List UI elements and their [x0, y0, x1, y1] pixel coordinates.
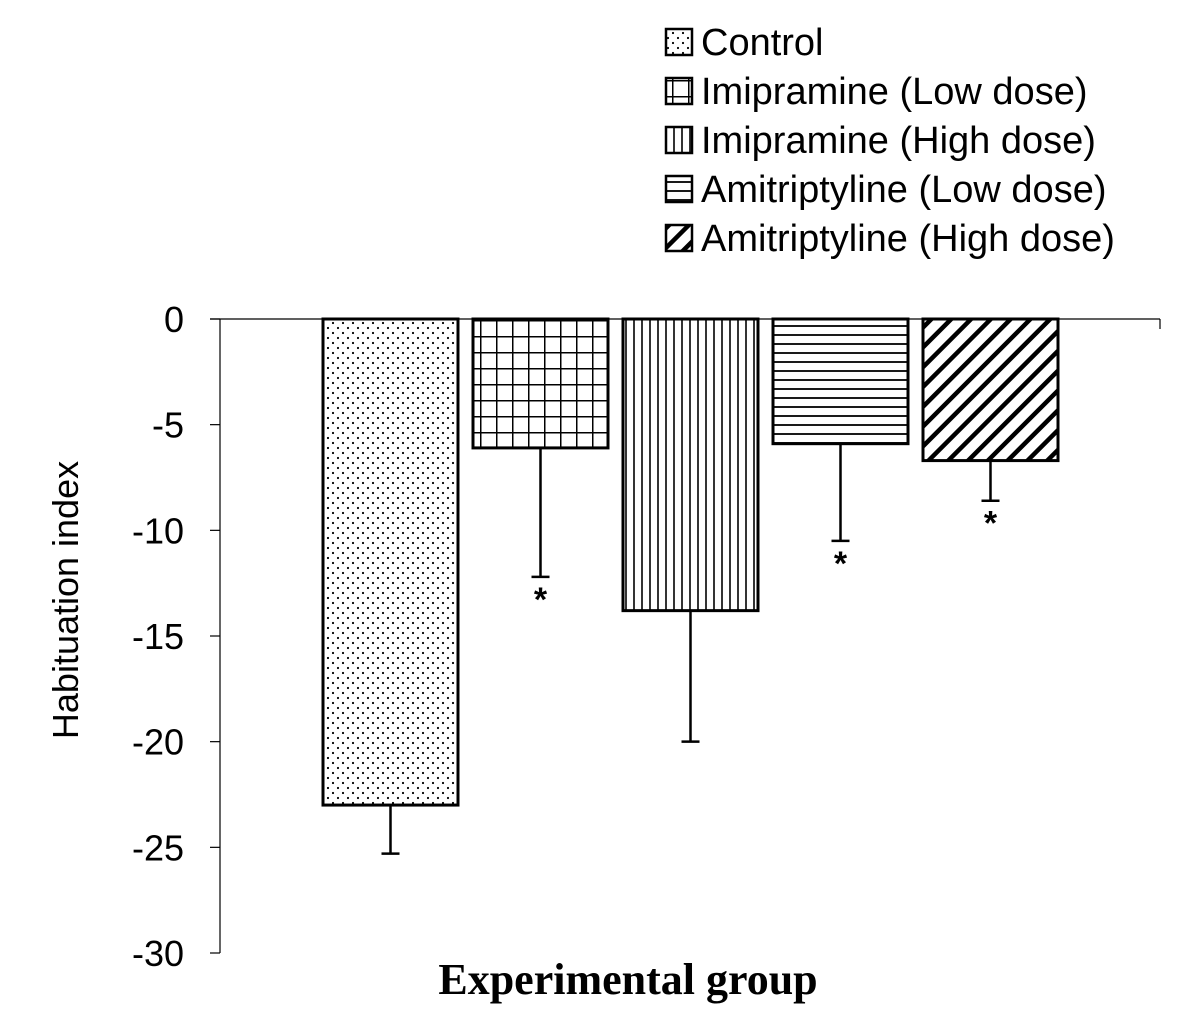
- legend-label: Amitriptyline (Low dose): [701, 169, 1106, 211]
- bar-control: [321, 317, 460, 807]
- y-tick-label: -30: [132, 933, 184, 974]
- legend-label: Control: [701, 22, 824, 64]
- bar-imipramine-low-dose: [471, 317, 610, 450]
- bar-imipramine-high-dose: [621, 317, 760, 613]
- significance-marker: *: [534, 581, 548, 619]
- bar-amitriptyline-high-dose: [921, 317, 1060, 463]
- y-tick-label: -15: [132, 616, 184, 657]
- legend-swatch: [664, 223, 694, 253]
- legend-swatch: [664, 174, 694, 204]
- legend-label: Imipramine (High dose): [701, 120, 1096, 162]
- legend-swatch: [664, 125, 694, 155]
- y-axis-title: Habituation index: [45, 461, 86, 739]
- bars: * * *: [321, 317, 1060, 855]
- legend-swatch: [664, 76, 694, 106]
- legend-label: Amitriptyline (High dose): [701, 218, 1115, 260]
- y-tick-label: -20: [132, 722, 184, 763]
- legend-label: Imipramine (Low dose): [701, 71, 1087, 113]
- x-axis-title: Experimental group: [438, 955, 817, 1004]
- legend: Control Imipramine (Low dose) Imipramine (…: [664, 22, 1115, 260]
- y-tick-label: 0: [164, 299, 184, 340]
- y-tick-label: -25: [132, 827, 184, 868]
- significance-marker: *: [834, 545, 848, 583]
- significance-marker: *: [984, 505, 998, 543]
- y-ticks: 0 -5 -10 -15 -20 -25 -30: [132, 299, 220, 974]
- y-tick-label: -10: [132, 510, 184, 551]
- bar-amitriptyline-low-dose: [771, 317, 910, 446]
- legend-swatch: [664, 27, 694, 57]
- axes: 0 -5 -10 -15 -20 -25 -30: [132, 299, 1161, 974]
- y-tick-label: -5: [152, 405, 184, 446]
